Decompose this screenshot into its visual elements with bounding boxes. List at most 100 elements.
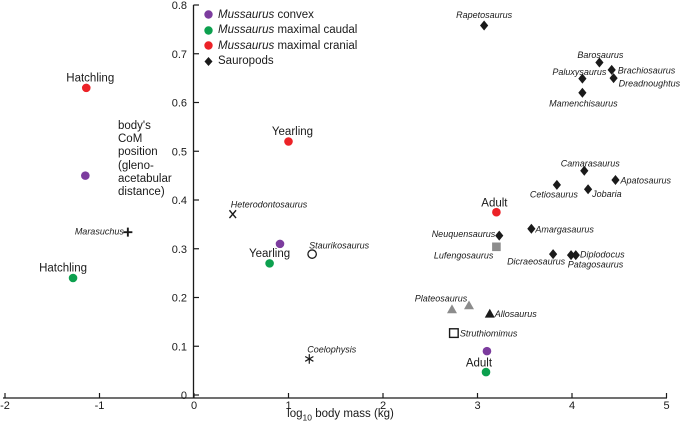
point-label-neuquensaurus: Neuquensaurus [432,229,496,239]
point-hatchling-caudal [68,273,78,283]
x-axis-label-prefix: log [287,408,303,420]
point-paluxysaurus [578,73,587,84]
square-marker [492,242,501,252]
point-yearling-caudal [265,259,274,268]
point-label-struthiomimus: Struthiomimus [460,329,518,339]
diamond-marker [583,184,593,195]
legend-item-mussaurus-convex: Mussaurus convex [203,8,357,21]
legend-item-label: Mussaurus maximal cranial [218,39,358,52]
x-tick-label: 0 [191,400,197,412]
point-jobaria [583,184,593,195]
legend-item-label: Mussaurus maximal caudal [218,24,358,36]
diamond-marker [480,20,489,31]
x-tick-label: 1 [285,400,291,412]
point-label-rapetosaurus: Rapetosaurus [456,10,513,20]
point-staurikosaurus [307,249,317,259]
point-cetiosaurus [552,179,561,190]
diamond-marker [578,87,587,98]
point-label-adult-convex: Adult [466,358,493,370]
point-label-coelophysis: Coelophysis [307,344,357,354]
point-plateosaurus-2 [463,300,474,310]
x-tick-label: 2 [380,400,386,412]
point-label-hatchling-cranial: Hatchling [66,72,114,84]
point-label-jobaria: Jobaria [591,189,622,199]
open-circle-marker [307,249,317,259]
circle-legend-icon [204,25,213,35]
point-adult-convex [482,346,492,356]
circle-marker [68,273,78,283]
point-patagosaurus [571,250,580,261]
point-label-barosaurus: Barosaurus [577,50,624,60]
diamond-marker [571,250,580,261]
plus-marker [123,227,133,237]
diamond-marker [495,230,504,241]
point-label-dicraeosaurus: Dicraeosaurus [507,257,566,267]
y-axis-label: body's CoM position (gleno-acetabular distan… [118,120,172,199]
point-label-allosaurus: Allosaurus [494,309,538,319]
y-axis-label-line: distance) [118,186,165,199]
x-tick-label: 5 [663,400,669,412]
point-diplodocus [566,250,576,261]
x-axis-label-subscript: 10 [302,412,312,423]
point-mamenchisaurus [578,87,587,98]
circle-marker [265,259,274,268]
y-axis-label-line: (gleno- [118,159,154,172]
legend-item-label: Sauropods [218,55,274,67]
diamond-marker [607,64,616,75]
point-label-apatosaurus: Apatosaurus [619,176,671,186]
diamond-marker [578,73,587,84]
triangle-marker [463,300,474,310]
x-tick-label: 4 [569,400,575,412]
diamond-marker [549,249,558,260]
point-hatchling-cranial [81,83,91,93]
y-axis-label-line: acetabular [118,172,172,185]
point-dicraeosaurus [549,249,558,260]
y-axis-label-line: CoM [118,133,143,146]
point-label-brachiosaurus: Brachiosaurus [618,65,676,75]
point-plateosaurus-1 [446,304,457,314]
circle-marker [492,207,501,217]
point-label-diplodocus: Diplodocus [580,250,625,260]
point-label-amargasaurus: Amargasaurus [534,224,594,234]
y-tick-label: 0.4 [172,195,187,207]
point-barosaurus [595,57,604,68]
point-label-mamenchisaurus: Mamenchisaurus [549,98,618,108]
y-tick-label: 0.5 [172,146,187,158]
circle-marker [481,367,491,377]
circle-marker [275,239,285,249]
x-axis-label: log10 body mass (kg) [0,408,685,422]
circle-legend-icon [204,10,213,19]
y-tick-label: 0.3 [172,244,187,256]
y-axis-label-line: position [118,146,158,159]
asterisk-marker [304,354,314,364]
point-labels-layer: Hatchling Hatchling Yearling Yearling Adult A… [39,10,681,370]
circle-marker [284,137,293,146]
diamond-marker [552,179,561,190]
x-axis-label-suffix: body mass (kg) [312,408,394,420]
legend-item-mussaurus-maximal-caudal: Mussaurus maximal caudal [203,24,357,37]
point-label-adult-cranial: Adult [481,198,508,210]
diamond-marker [580,165,589,176]
point-label-cetiosaurus: Cetiosaurus [530,189,579,199]
point-rapetosaurus [480,20,489,31]
triangle-marker [446,304,457,314]
diamond-marker [595,57,604,68]
point-adult-caudal [481,367,491,377]
point-brachiosaurus [607,64,616,75]
point-label-yearling-cranial: Yearling [272,126,313,138]
point-lufengosaurus [492,242,501,252]
circle-marker [482,346,492,356]
points-layer [68,20,620,377]
point-coelophysis [304,354,314,364]
circle-marker [81,171,90,180]
point-label-camarasaurus: Camarasaurus [561,158,621,168]
point-allosaurus [484,308,495,318]
diamond-marker [566,250,576,261]
point-dreadnoughtus [609,73,618,84]
legend-item-mussaurus-maximal-cranial: Mussaurus maximal cranial [203,39,357,52]
point-label-heterodontosaurus: Heterodontosaurus [231,200,308,210]
point-label-lufengosaurus: Lufengosaurus [434,250,494,260]
point-label-staurikosaurus: Staurikosaurus [309,241,370,251]
point-yearling-cranial [284,137,293,146]
